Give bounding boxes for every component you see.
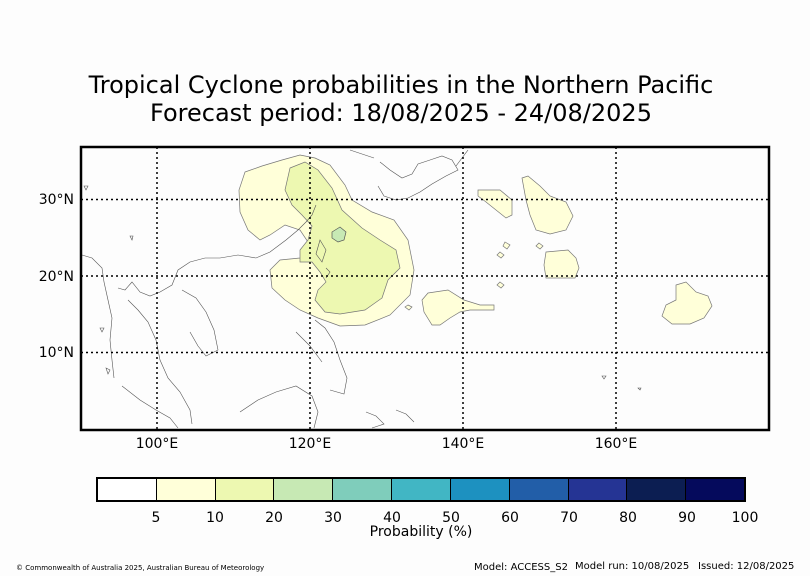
lon-label-140e: 140°E xyxy=(442,436,485,452)
probability-region-20-30 xyxy=(331,226,347,243)
colorbar-label: Probability (%) xyxy=(369,524,473,540)
map-frame xyxy=(79,145,771,432)
lon-label-100e: 100°E xyxy=(136,436,179,452)
colorbar-segment xyxy=(215,479,275,500)
colorbar-segment xyxy=(568,479,628,500)
chart-title: Tropical Cyclone probabilities in the No… xyxy=(88,71,714,99)
probability-colorbar xyxy=(96,477,746,502)
colorbar-segment xyxy=(450,479,510,500)
colorbar-tick: 20 xyxy=(265,510,283,526)
colorbar-tick: 40 xyxy=(383,510,401,526)
colorbar-segment xyxy=(392,479,451,500)
model-run-date: Model run: 10/08/2025 xyxy=(575,561,690,572)
copyright-notice: © Commonwealth of Australia 2025, Austra… xyxy=(16,564,265,572)
colorbar-segment xyxy=(509,479,569,500)
colorbar-segment xyxy=(333,479,393,500)
colorbar-tick: 60 xyxy=(501,510,519,526)
colorbar-segment xyxy=(156,479,216,500)
colorbar-tick: 5 xyxy=(151,510,161,526)
colorbar-tick: 90 xyxy=(678,510,696,526)
colorbar-tick: 80 xyxy=(619,510,637,526)
colorbar-segment xyxy=(627,479,687,500)
issued-date: Issued: 12/08/2025 xyxy=(698,561,795,572)
colorbar-tick: 70 xyxy=(560,510,578,526)
lon-label-160e: 160°E xyxy=(595,436,638,452)
model-name: Model: ACCESS_S2 xyxy=(474,562,568,573)
colorbar-tick: 50 xyxy=(442,510,460,526)
lat-label-20n: 20°N xyxy=(39,269,74,285)
forecast-period-subtitle: Forecast period: 18/08/2025 - 24/08/2025 xyxy=(150,99,652,127)
lon-label-120e: 120°E xyxy=(289,436,332,452)
graticule xyxy=(81,147,769,430)
small-islands xyxy=(83,185,642,391)
colorbar-tick: 30 xyxy=(324,510,342,526)
colorbar-tick: 10 xyxy=(206,510,224,526)
colorbar-segment xyxy=(274,479,334,500)
colorbar-tick: 100 xyxy=(731,510,759,526)
lat-label-30n: 30°N xyxy=(39,192,74,208)
lat-label-10n: 10°N xyxy=(39,345,74,361)
colorbar-segment xyxy=(98,479,157,500)
colorbar-segment xyxy=(686,479,744,500)
